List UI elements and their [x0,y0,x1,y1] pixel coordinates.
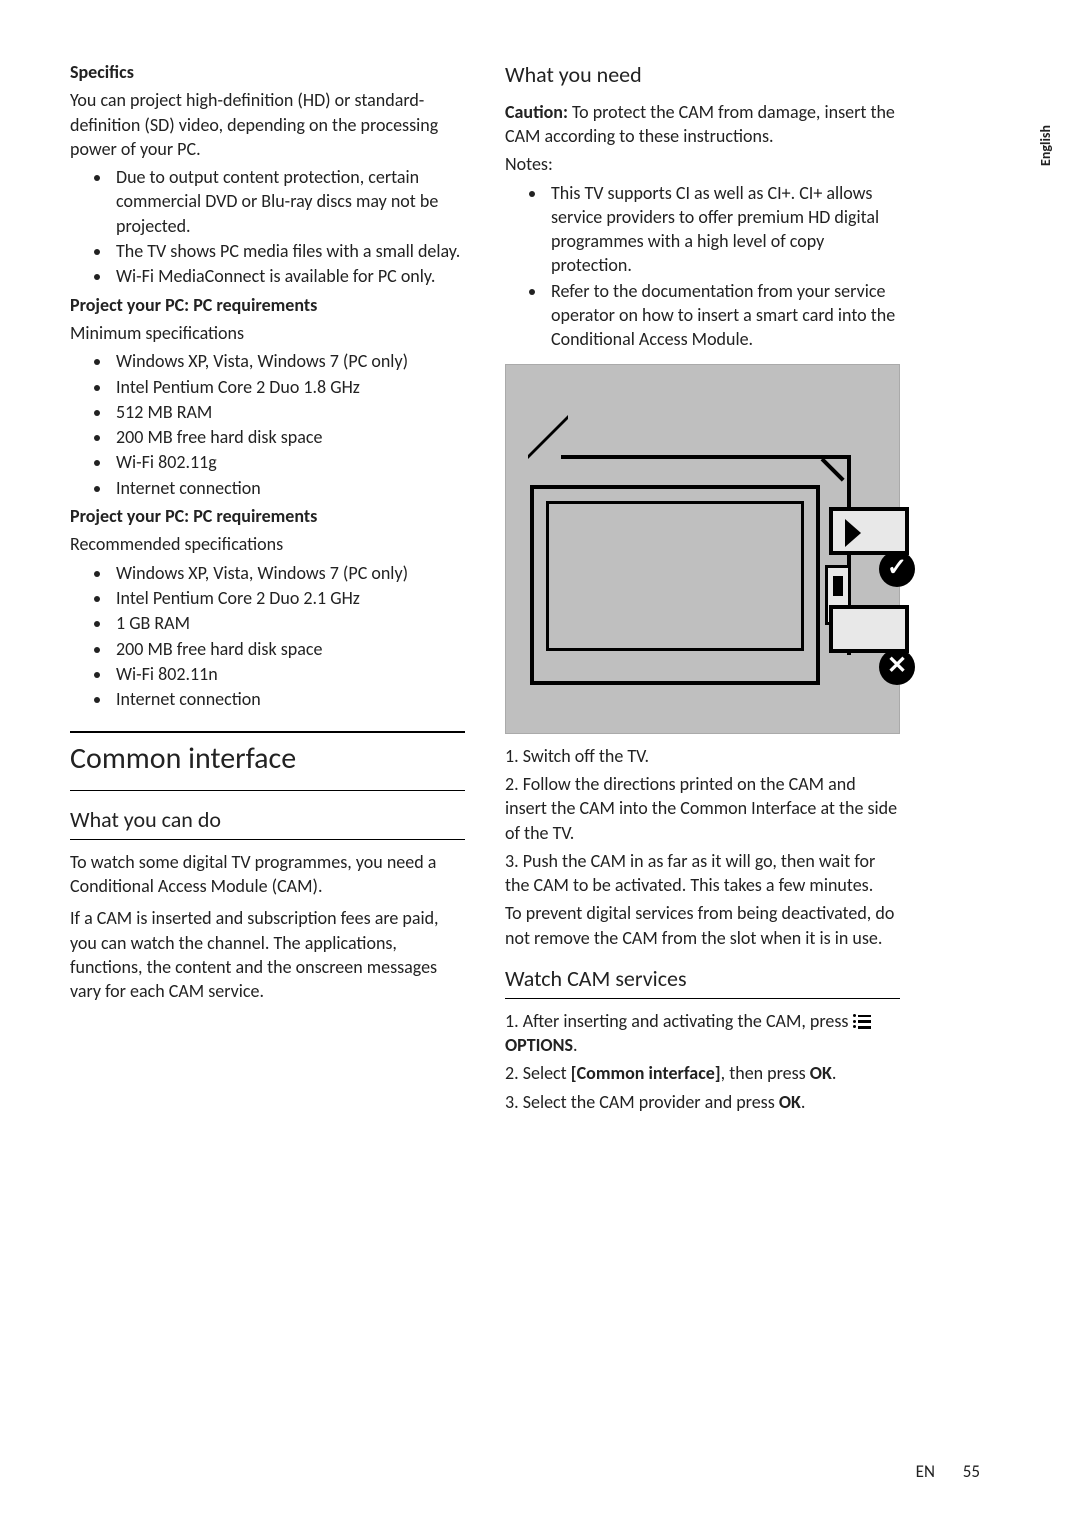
right-column: What you need Caution: To protect the CA… [505,60,900,1118]
notes-label: Notes: [505,152,900,176]
cam-illustration [505,364,900,734]
menu-option: [Common interface] [571,1062,721,1084]
list-item: Refer to the documentation from your ser… [547,279,900,352]
text: 2. Select [505,1062,571,1084]
page-content: Specifics You can project high-definitio… [0,0,1080,1158]
options-label: OPTIONS [505,1034,573,1056]
ok-label: OK [810,1062,832,1084]
options-icon [853,1015,871,1029]
wycd-p2: If a CAM is inserted and subscription fe… [70,906,465,1003]
rec-req-list: Windows XP, Vista, Windows 7 (PC only) I… [70,561,465,712]
list-item: 1 GB RAM [112,611,465,635]
cross-icon [879,649,915,685]
min-req-sub: Minimum specifications [70,321,465,345]
text: 1. After inserting and activating the CA… [505,1010,853,1032]
ok-label: OK [779,1091,801,1113]
wycd-p1: To watch some digital TV programmes, you… [70,850,465,899]
notes-list: This TV supports CI as well as CI+. CI+ … [505,181,900,352]
list-item: This TV supports CI as well as CI+. CI+ … [547,181,900,278]
list-item: 512 MB RAM [112,400,465,424]
list-item: 200 MB free hard disk space [112,637,465,661]
specifics-heading: Specifics [70,60,465,84]
min-req-list: Windows XP, Vista, Windows 7 (PC only) I… [70,349,465,500]
list-item: Intel Pentium Core 2 Duo 2.1 GHz [112,586,465,610]
cam-warn: To prevent digital services from being d… [505,901,900,950]
checkmark-icon [879,551,915,587]
step-1: 1. Switch off the TV. [505,744,900,768]
watch-step-1: 1. After inserting and activating the CA… [505,1009,900,1058]
list-item: The TV shows PC media files with a small… [112,239,465,263]
page-footer: EN 55 [916,1461,980,1484]
list-item: Windows XP, Vista, Windows 7 (PC only) [112,561,465,585]
list-item: Internet connection [112,687,465,711]
step-2: 2. Follow the directions printed on the … [505,772,900,845]
rec-req-sub: Recommended specifications [70,532,465,556]
caution-label: Caution: [505,101,568,123]
watch-cam-heading: Watch CAM services [505,964,900,999]
step-3: 3. Push the CAM in as far as it will go,… [505,849,900,898]
what-you-can-do-heading: What you can do [70,805,465,840]
list-item: Wi-Fi 802.11n [112,662,465,686]
footer-page-number: 55 [963,1461,980,1482]
rec-req-heading: Project your PC: PC requirements [70,504,465,528]
caution-line: Caution: To protect the CAM from damage,… [505,100,900,149]
list-item: Due to output content protection, certai… [112,165,465,238]
text: 3. Select the CAM provider and press [505,1091,779,1113]
list-item: Intel Pentium Core 2 Duo 1.8 GHz [112,375,465,399]
left-column: Specifics You can project high-definitio… [70,60,465,1118]
specifics-list: Due to output content protection, certai… [70,165,465,288]
watch-step-2: 2. Select [Common interface], then press… [505,1061,900,1085]
footer-lang: EN [916,1461,935,1482]
min-req-heading: Project your PC: PC requirements [70,293,465,317]
text: , then press [721,1062,810,1084]
list-item: Internet connection [112,476,465,500]
language-tab: English [1037,125,1056,166]
text: . [832,1062,837,1084]
watch-step-3: 3. Select the CAM provider and press OK. [505,1090,900,1114]
list-item: Windows XP, Vista, Windows 7 (PC only) [112,349,465,373]
common-interface-title: Common interface [70,731,465,791]
list-item: Wi-Fi MediaConnect is available for PC o… [112,264,465,288]
what-you-need-heading: What you need [505,60,900,90]
specifics-intro: You can project high-definition (HD) or … [70,88,465,161]
list-item: Wi-Fi 802.11g [112,450,465,474]
text: . [573,1034,578,1056]
text: . [801,1091,806,1113]
list-item: 200 MB free hard disk space [112,425,465,449]
